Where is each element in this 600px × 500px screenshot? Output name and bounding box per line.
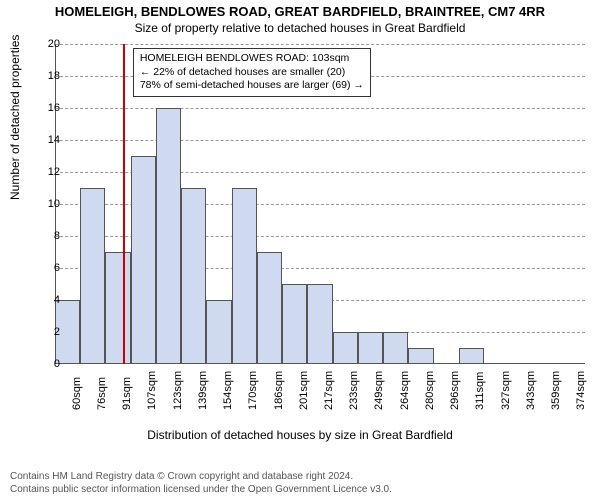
- x-axis-title: Distribution of detached houses by size …: [0, 428, 600, 442]
- x-tick-label: 249sqm: [373, 371, 385, 410]
- histogram-bar: [307, 284, 332, 364]
- y-tick-label: 18: [30, 70, 60, 82]
- page-title: HOMELEIGH, BENDLOWES ROAD, GREAT BARDFIE…: [0, 0, 600, 19]
- y-tick-label: 2: [30, 326, 60, 338]
- histogram-bar: [408, 348, 433, 364]
- histogram-bar: [232, 188, 257, 364]
- x-tick-label: 264sqm: [399, 371, 411, 410]
- y-tick-label: 4: [30, 294, 60, 306]
- x-tick-label: 76sqm: [96, 377, 108, 410]
- x-tick-label: 91sqm: [121, 377, 133, 410]
- histogram-bar: [131, 156, 156, 364]
- histogram-bar: [459, 348, 484, 364]
- x-tick-label: 327sqm: [500, 371, 512, 410]
- histogram-bar: [206, 300, 231, 364]
- x-tick-label: 60sqm: [71, 377, 83, 410]
- x-tick-label: 139sqm: [197, 371, 209, 410]
- histogram-bar: [105, 252, 130, 364]
- y-tick-label: 14: [30, 134, 60, 146]
- grid-line: [55, 44, 585, 45]
- x-tick-label: 107sqm: [146, 371, 158, 410]
- y-axis-title: Number of detached properties: [8, 35, 22, 200]
- y-tick-label: 20: [30, 38, 60, 50]
- x-tick-label: 359sqm: [550, 371, 562, 410]
- x-tick-label: 311sqm: [474, 372, 486, 410]
- y-tick-label: 12: [30, 166, 60, 178]
- histogram-bar: [257, 252, 282, 364]
- x-tick-label: 123sqm: [172, 371, 184, 410]
- histogram-bar: [181, 188, 206, 364]
- grid-line: [55, 108, 585, 109]
- page-subtitle: Size of property relative to detached ho…: [0, 19, 600, 35]
- histogram-bar: [383, 332, 408, 364]
- x-tick-label: 233sqm: [348, 371, 360, 410]
- grid-line: [55, 140, 585, 141]
- footer-line-1: Contains HM Land Registry data © Crown c…: [10, 470, 392, 483]
- marker-line: [123, 44, 125, 364]
- y-tick-label: 8: [30, 230, 60, 242]
- annotation-line-2: ← 22% of detached houses are smaller (20…: [140, 66, 364, 80]
- x-tick-label: 186sqm: [273, 371, 285, 410]
- x-tick-label: 374sqm: [575, 371, 587, 410]
- footer-attribution: Contains HM Land Registry data © Crown c…: [10, 470, 392, 496]
- y-tick-label: 16: [30, 102, 60, 114]
- footer-line-2: Contains public sector information licen…: [10, 483, 392, 496]
- y-tick-label: 10: [30, 198, 60, 210]
- histogram-bar: [333, 332, 358, 364]
- x-tick-label: 201sqm: [298, 371, 310, 410]
- annotation-line-3: 78% of semi-detached houses are larger (…: [140, 79, 364, 93]
- histogram-bar: [80, 188, 105, 364]
- y-tick-label: 0: [30, 358, 60, 370]
- histogram-bar: [156, 108, 181, 364]
- x-tick-label: 170sqm: [247, 371, 259, 410]
- x-tick-label: 154sqm: [222, 371, 234, 410]
- x-tick-label: 280sqm: [424, 371, 436, 410]
- histogram-bar: [282, 284, 307, 364]
- annotation-line-1: HOMELEIGH BENDLOWES ROAD: 103sqm: [140, 52, 364, 66]
- histogram-bar: [358, 332, 383, 364]
- annotation-box: HOMELEIGH BENDLOWES ROAD: 103sqm← 22% of…: [133, 48, 371, 97]
- x-tick-label: 296sqm: [449, 371, 461, 410]
- x-tick-label: 343sqm: [525, 371, 537, 410]
- chart-plot-area: HOMELEIGH BENDLOWES ROAD: 103sqm← 22% of…: [55, 44, 585, 364]
- x-tick-label: 217sqm: [323, 371, 335, 410]
- y-tick-label: 6: [30, 262, 60, 274]
